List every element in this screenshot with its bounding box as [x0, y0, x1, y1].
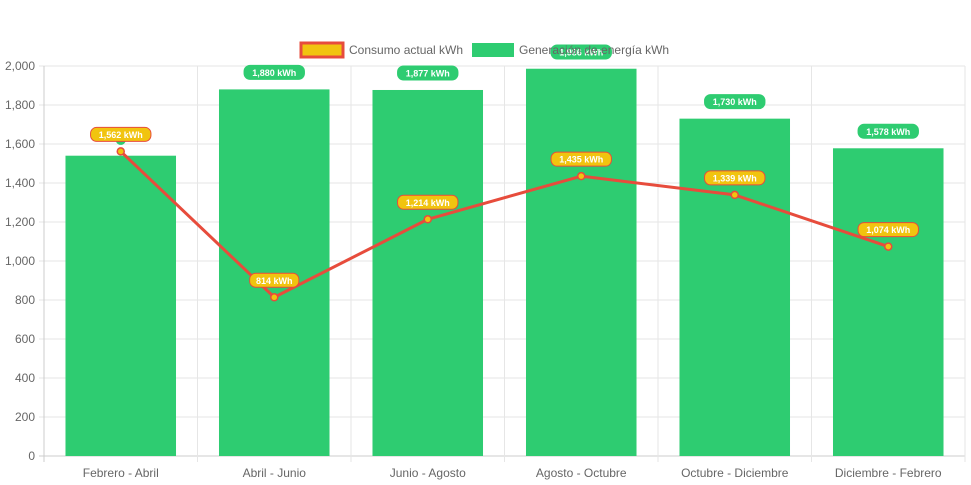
y-tick-label: 400	[15, 371, 35, 385]
data-label-bg	[857, 123, 919, 139]
data-label: 1,880 kWh	[243, 64, 305, 80]
data-label: 1,339 kWh	[704, 170, 766, 186]
data-label-text: 814 kWh	[256, 276, 293, 286]
line-point[interactable]	[423, 215, 432, 224]
data-label-bg	[90, 126, 152, 142]
data-label: 1,214 kWh	[397, 194, 459, 210]
y-tick-label: 1,800	[5, 98, 35, 112]
x-tick-label: Diciembre - Febrero	[835, 466, 942, 480]
data-label: 1,877 kWh	[397, 65, 459, 81]
data-label-text: 1,730 kWh	[713, 97, 757, 107]
legend-item-generacion[interactable]: Generación de energía kWh	[472, 43, 669, 57]
legend-item-consumo[interactable]: Consumo actual kWh	[299, 41, 463, 59]
data-label-bg	[243, 64, 305, 80]
data-label-bg	[857, 222, 919, 238]
line-series-consumo	[119, 150, 889, 299]
data-label: 1,578 kWh	[857, 123, 919, 139]
data-label: 1,435 kWh	[550, 151, 612, 167]
labels-layer: 1,880 kWh 1,877 kWh 1,986 kWh 1,730 kWh 1,57…	[90, 44, 919, 288]
x-tick-label: Febrero - Abril	[83, 466, 159, 480]
data-label-text: 1,214 kWh	[406, 198, 450, 208]
y-tick-label: 2,000	[5, 59, 35, 73]
data-label-bg	[550, 151, 612, 167]
data-label-bg	[704, 94, 766, 110]
y-tick-label: 800	[15, 293, 35, 307]
data-label: 1,562 kWh	[90, 126, 152, 142]
grid-layer	[39, 65, 966, 462]
legend[interactable]: Consumo actual kWh Generación de energía…	[299, 41, 669, 59]
legend-label-generacion: Generación de energía kWh	[519, 43, 669, 57]
bar[interactable]	[372, 89, 484, 457]
bars-layer	[65, 68, 944, 457]
data-label-bg	[397, 65, 459, 81]
line-layer	[116, 147, 893, 302]
data-label-text: 1,339 kWh	[713, 173, 757, 183]
bar[interactable]	[65, 155, 177, 456]
legend-swatch-consumo	[299, 41, 345, 59]
line-point[interactable]	[730, 190, 739, 200]
data-label: 1,074 kWh	[857, 222, 919, 238]
data-label-bg	[249, 272, 300, 288]
data-label-bg	[704, 170, 766, 186]
data-label: 1,730 kWh	[704, 94, 766, 110]
data-label-bg	[397, 194, 459, 210]
data-label-text: 1,578 kWh	[866, 127, 910, 137]
x-tick-label: Agosto - Octubre	[536, 466, 627, 480]
data-label-text: 1,986 kWh	[559, 48, 603, 58]
x-tick-label: Abril - Junio	[243, 466, 307, 480]
x-tick-label: Octubre - Diciembre	[681, 466, 789, 480]
data-label-text: 1,880 kWh	[252, 68, 296, 78]
y-tick-label: 600	[15, 332, 35, 346]
bar[interactable]	[525, 68, 637, 456]
y-tick-label: 1,200	[5, 215, 35, 229]
line-point[interactable]	[884, 242, 893, 251]
data-label-text: 1,877 kWh	[406, 68, 450, 78]
bar[interactable]	[832, 148, 944, 457]
data-label-text: 1,074 kWh	[866, 225, 910, 235]
y-tick-label: 0	[28, 449, 35, 463]
data-label: 814 kWh	[249, 272, 300, 288]
axis-layer: 0 200 400 600 800 1,000 1,200 1,400 1,600 1,800 2,…	[5, 59, 942, 480]
bar[interactable]	[679, 118, 791, 457]
y-tick-label: 1,000	[5, 254, 35, 268]
x-tick-label: Junio - Agosto	[390, 466, 466, 480]
data-label: 1,986 kWh	[550, 44, 612, 60]
bar[interactable]	[218, 89, 330, 457]
data-label-bg	[550, 44, 612, 60]
y-tick-label: 200	[15, 410, 35, 424]
legend-swatch-generacion	[472, 43, 514, 57]
y-tick-label: 1,400	[5, 176, 35, 190]
data-label-text: 1,435 kWh	[559, 155, 603, 165]
line-point[interactable]	[577, 171, 586, 181]
data-label-text: 1,562 kWh	[99, 130, 143, 140]
line-point[interactable]	[270, 293, 279, 302]
legend-label-consumo: Consumo actual kWh	[349, 43, 463, 57]
y-tick-label: 1,600	[5, 137, 35, 151]
line-point[interactable]	[116, 147, 125, 156]
